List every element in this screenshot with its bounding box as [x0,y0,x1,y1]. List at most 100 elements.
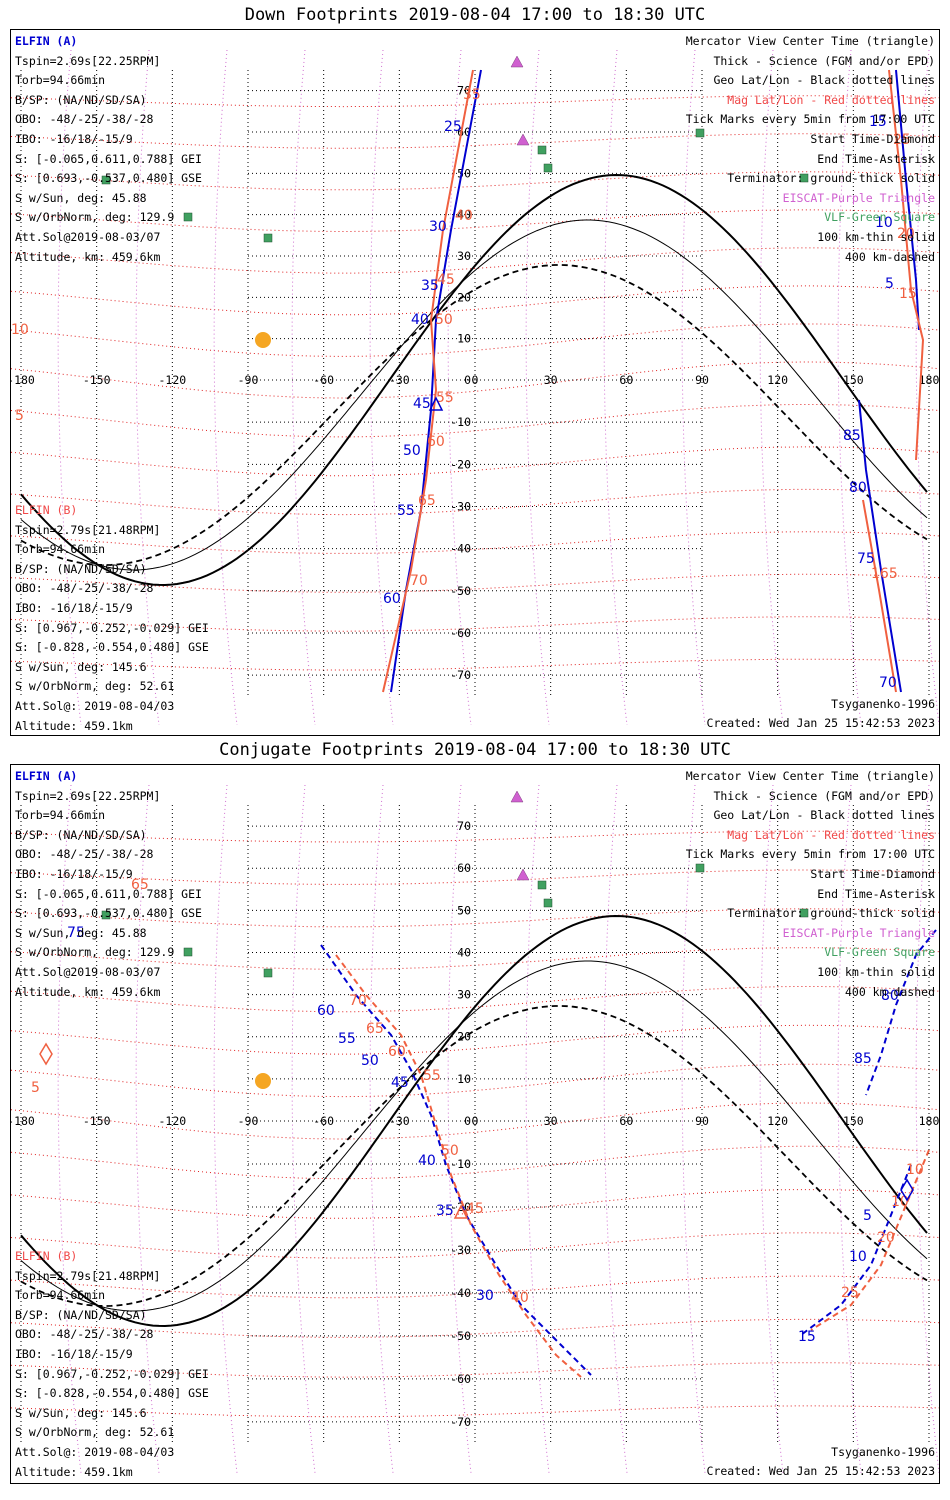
legend-item: Terminator: ground-thick solid [727,171,935,186]
elfin-b-time-label: 5 [31,1080,40,1096]
mag-lat-line [11,446,939,477]
vlf-square-icon [799,908,809,918]
elfin-b-info-line: IBO: -16/18/-15/9 [15,1346,133,1361]
elfin-a-time-label: 75 [857,551,875,567]
legend-item: 400 km-dashed [844,249,935,264]
lon-tick-label: 60 [619,373,633,387]
model-name: Tsyganenko-1996 [831,1445,935,1459]
lat-tick-label: 60 [457,861,471,875]
lat-tick-label: -70 [450,668,471,682]
elfin-a-info-line: Att.Sol@2019-08-03/07 [15,229,161,244]
legend-item: Tick Marks every 5min from 17:00 UTC [685,847,935,862]
lat-tick-label: -10 [450,415,471,429]
elfin-a-track [858,399,902,693]
lat-tick-label: -30 [450,499,471,513]
lon-tick-label: 90 [695,1114,709,1128]
elfin-a-time-label: 40 [418,1153,436,1169]
legend-item: Geo Lat/Lon - Black dotted lines [713,808,935,823]
elfin-a-time-label: 30 [429,219,447,235]
mag-lat-line [11,133,939,149]
elfin-b-time-label: 55 [423,1068,441,1084]
elfin-a-time-label: 80 [881,988,899,1004]
vlf-square-icon [543,898,553,908]
elfin-a-info: ELFIN (A) Tspin=2.69s[22.25RPM] Torb=94.6… [15,32,202,267]
elfin-a-time-label: 85 [854,1051,872,1067]
elfin-a-info: ELFIN (A) Tspin=2.69s[22.25RPM] Torb=94.6… [15,767,202,1002]
mag-lat-line [11,209,939,232]
legend-item: Start Time-Diamond [810,866,935,881]
eiscat-triangle-icon [510,55,524,68]
elfin-b-time-label: 50 [435,312,453,328]
elfin-b-info-line: S w/OrbNorm, deg: 52.61 [15,1425,175,1440]
elfin-b-info-line: S: [-0.828,-0.554,0.480] GSE [15,1386,209,1401]
elfin-a-time-label: 45 [413,396,431,412]
mag-lat-line [11,361,939,399]
lat-tick-label: 50 [457,166,471,180]
lat-tick-label: -50 [450,1329,471,1343]
elfin-b-info-line: S w/Sun, deg: 145.6 [15,1405,147,1420]
elfin-b-time-label: 20 [877,1230,895,1246]
sun-icon [255,1073,271,1089]
legend-item: Mercator View Center Time (triangle) [685,34,935,48]
elfin-b-time-label: 40 [455,208,473,224]
mag-lon-line [447,49,472,726]
mag-lat-line [11,830,939,843]
legend: Mercator View Center Time (triangle) Thic… [686,32,935,267]
legend-item: Thick - Science (FGM and/or EPD) [713,53,935,68]
elfin-b-time-label: 50 [441,1143,459,1159]
elfin-a-info-line: S w/Sun, deg: 45.88 [15,925,147,940]
elfin-a-time-label: 35 [436,1203,454,1219]
elfin-b-time-label: 25 [893,132,911,148]
lon-tick-label: 180 [919,1114,939,1128]
elfin-a-info-line: S: [-0.065,0.611,0.788] GEI [15,886,202,901]
panel-title: Down Footprints 2019-08-04 17:00 to 18:3… [244,5,706,25]
lon-tick-label: 30 [544,373,558,387]
mag-lon-line [213,49,238,726]
mag-lat-line [11,573,939,593]
mag-lat-line [11,247,939,274]
elfin-b-time-label: 5 [15,408,24,424]
panel-title: Conjugate Footprints 2019-08-04 17:00 to… [219,740,731,760]
legend-item: Mag Lat/Lon - Red dotted lines [727,827,935,842]
elfin-b-info-line: B/SP: (NA/ND/SD/SA) [15,561,147,576]
lat-tick-label: 0 [464,1114,471,1128]
elfin-a-info-line: S: [-0.065,0.611,0.788] GEI [15,151,202,166]
elfin-b-time-label: 65 [418,493,436,509]
mag-lat-line [11,908,939,928]
lon-tick-label: -180 [11,373,35,387]
mag-lat-line [11,1405,939,1418]
mag-lat-line [11,488,939,516]
elfin-b-info-line: S: [-0.828,-0.554,0.480] GSE [15,640,209,655]
map-frame: -180-150-120-90-60-300306090120150180706… [10,29,940,736]
elfin-a-info-line: Tspin=2.69s[22.25RPM] [15,53,161,68]
elfin-b-track [810,1149,930,1331]
lat-tick-label: -10 [450,1157,471,1171]
lat-tick-label: -50 [450,584,471,598]
legend-item: EISCAT-Purple Triangle [782,925,935,940]
vlf-square-icon [799,173,809,183]
legend-item: Mercator View Center Time (triangle) [685,769,935,783]
mag-lat-line [11,531,939,554]
legend-item: End Time-Asterisk [817,151,935,166]
elfin-a-track [800,1164,912,1336]
elfin-a-time-label: 85 [843,428,861,444]
mag-lat-line [11,616,939,632]
start-diamond-icon [900,1178,914,1202]
created-stamp: Created: Wed Jan 25 15:42:53 2023 [706,1464,935,1478]
mag-lon-line [837,784,862,1474]
lon-tick-label: 60 [619,1114,633,1128]
lat-tick-label: 40 [457,945,471,959]
vlf-square-icon [695,863,705,873]
elfin-a-time-label: 30 [476,1288,494,1304]
elfin-b-time-label: 10 [11,322,29,338]
vlf-square-icon [263,233,273,243]
elfin-a-time-label: 45 [391,1075,409,1091]
lat-tick-label: -70 [450,1415,471,1429]
mag-lon-line [447,784,472,1474]
elfin-a-info-line: S: [0.693,-0.537,0.480] GSE [15,906,202,921]
elfin-b-info-line: Altitude: 459.1km [15,718,133,733]
legend-item: Start Time-Diamond [810,131,935,146]
elfin-b-info: ELFIN (B) Tspin=2.79s[21.48RPM] Torb=94.6… [15,1247,209,1482]
elfin-b-time-label: 25 [841,1285,859,1301]
lon-tick-label: -120 [158,373,186,387]
